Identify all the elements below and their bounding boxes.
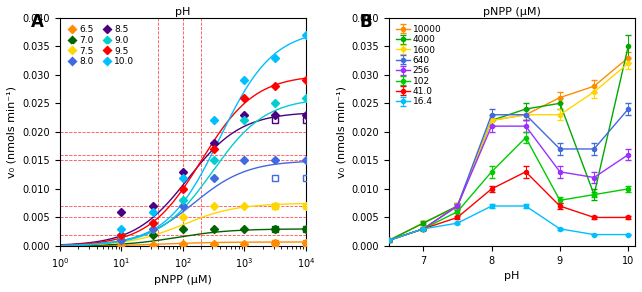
Y-axis label: v₀ (nmols min⁻¹): v₀ (nmols min⁻¹) [7, 86, 17, 178]
Title: pH: pH [175, 7, 191, 17]
Y-axis label: v₀ (nmols min⁻¹): v₀ (nmols min⁻¹) [336, 86, 346, 178]
Title: pNPP (μM): pNPP (μM) [483, 7, 541, 17]
Legend: 10000, 4000, 1600, 640, 256, 102, 41.0, 16.4: 10000, 4000, 1600, 640, 256, 102, 41.0, … [394, 22, 444, 109]
Legend: 6.5, 7.0, 7.5, 8.0, 8.5, 9.0, 9.5, 10.0: 6.5, 7.0, 7.5, 8.0, 8.5, 9.0, 9.5, 10.0 [64, 22, 137, 69]
Text: A: A [30, 13, 43, 31]
X-axis label: pH: pH [505, 271, 520, 281]
Text: B: B [360, 13, 372, 31]
X-axis label: pNPP (μM): pNPP (μM) [154, 275, 212, 285]
